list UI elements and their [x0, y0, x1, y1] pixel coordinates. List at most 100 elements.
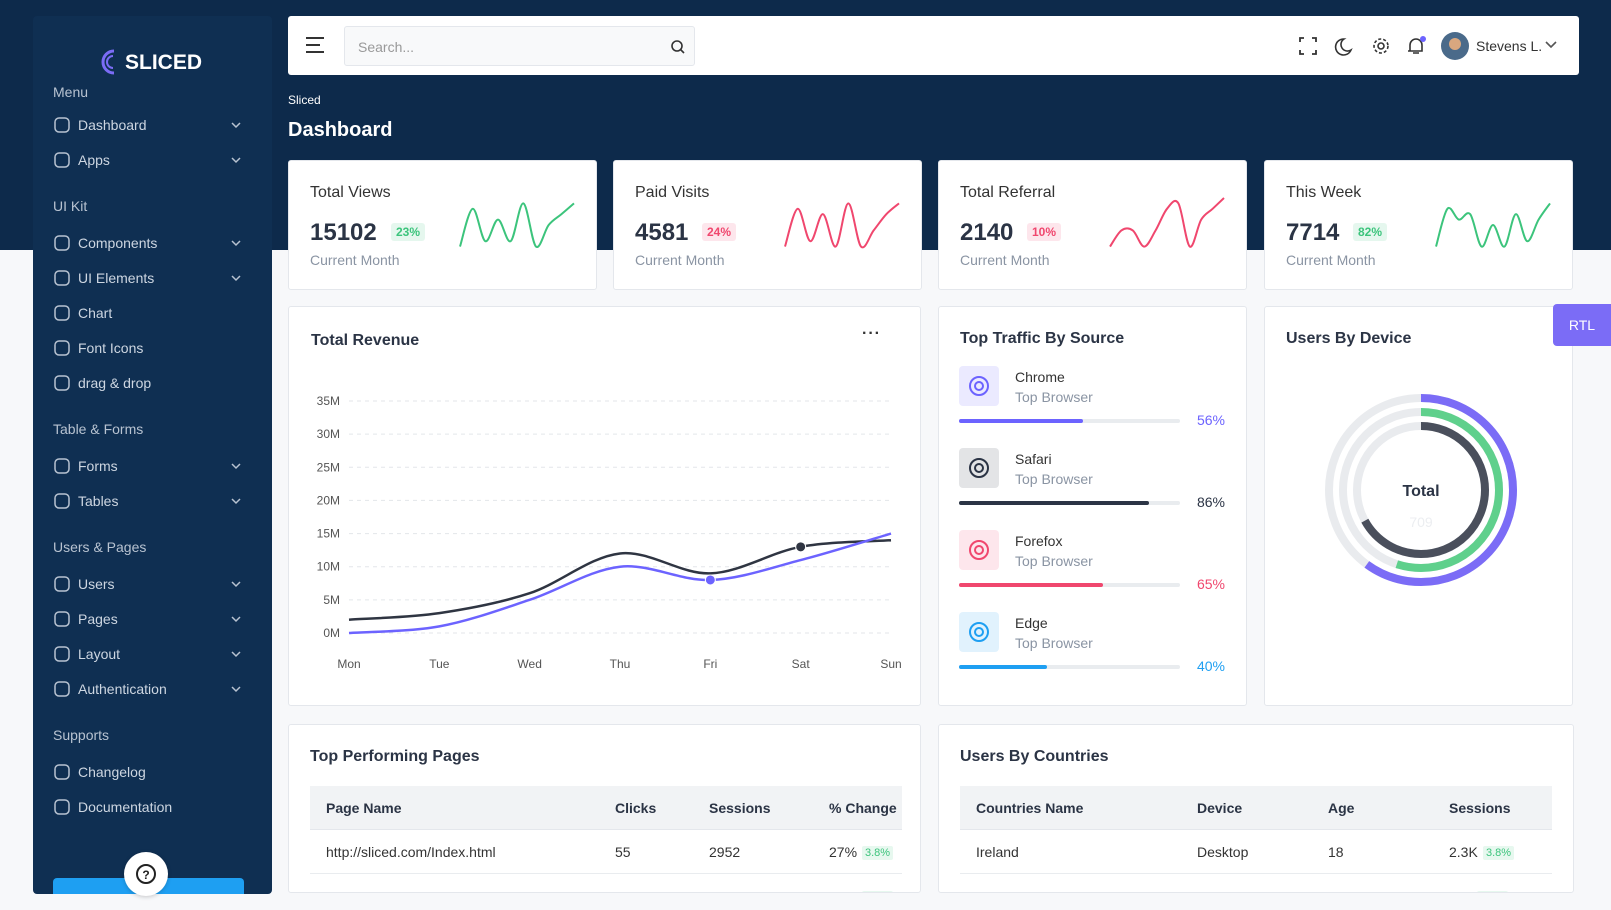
nav-icon: [54, 681, 70, 697]
browser-glyph: [969, 376, 989, 396]
revenue-line: [348, 532, 892, 635]
hover-marker: [795, 541, 807, 553]
nav-label: Components: [78, 235, 158, 251]
nav-label: Font Icons: [78, 340, 144, 356]
column-header: Device: [1197, 800, 1243, 816]
nav-icon: [54, 764, 70, 780]
sparkline-line: [1109, 197, 1225, 248]
table-cell: 24 - 26: [1328, 889, 1372, 892]
stat-caption: Current Month: [310, 252, 400, 268]
stat-card: Paid Visits 4581 24% Current Month: [613, 160, 922, 290]
column-header: % Change: [829, 800, 897, 816]
stat-title: Total Views: [310, 184, 391, 201]
nav-item[interactable]: Authentication: [33, 680, 272, 715]
user-name[interactable]: Stevens L.: [1476, 38, 1543, 54]
browser-name: Forefox: [1015, 533, 1063, 549]
device-card: Users By Device Total 709: [1264, 306, 1573, 706]
nav-item[interactable]: Layout: [33, 645, 272, 680]
stat-badge: 24%: [702, 223, 737, 241]
column-header: Page Name: [326, 800, 402, 816]
toolbar-icons[interactable]: [1298, 36, 1458, 56]
breadcrumb[interactable]: Sliced: [288, 93, 321, 107]
table-cell: 270: [1449, 889, 1472, 892]
sparkline: [1435, 202, 1551, 248]
browser-icon: [959, 448, 999, 488]
nav-icon-shape: [54, 270, 70, 286]
nav-item[interactable]: Tables: [33, 492, 272, 527]
table-cell: 27%: [829, 844, 858, 860]
nav-icon: [54, 270, 70, 286]
nav-icon: [54, 493, 70, 509]
table-cell: 65%: [829, 889, 857, 892]
nav-icon: [54, 799, 70, 815]
nav-arrow: [231, 686, 241, 693]
y-tick-label: 15M: [317, 527, 340, 541]
stat-caption: Current Month: [635, 252, 725, 268]
logo-icon: [101, 49, 115, 75]
help-icon: ?: [136, 864, 156, 884]
rtl-button[interactable]: RTL: [1553, 304, 1611, 346]
revenue-line: [348, 538, 892, 621]
nav-item[interactable]: Changelog: [33, 763, 272, 798]
y-tick-label: 25M: [317, 460, 340, 474]
page-title: Dashboard: [288, 119, 393, 141]
stat-value: 4581: [635, 219, 689, 246]
card-menu[interactable]: ···: [862, 325, 881, 342]
avatar[interactable]: [1441, 32, 1469, 60]
search-placeholder: Search...: [358, 39, 415, 55]
nav-item[interactable]: UI Elements: [33, 269, 272, 304]
traffic-card: Top Traffic By Source Chrome Top Browser 56…: [938, 306, 1247, 706]
nav-icon: [54, 458, 70, 474]
change-badge: 7.2%: [862, 891, 894, 892]
nav-item[interactable]: Components: [33, 234, 272, 269]
search-box[interactable]: Search...: [344, 26, 695, 66]
nav-item[interactable]: Font Icons: [33, 339, 272, 374]
nav-item[interactable]: Forms: [33, 457, 272, 492]
nav-section-title: Table & Forms: [53, 421, 144, 437]
nav-icon-shape: [54, 340, 70, 356]
stat-caption: Current Month: [960, 252, 1050, 268]
column-header: Sessions: [709, 800, 771, 816]
progress-bar: [959, 501, 1150, 505]
y-tick-label: 30M: [317, 427, 340, 441]
nav-icon-shape: [54, 458, 70, 474]
nav-arrow-shape: [231, 581, 241, 588]
nav-icon: [54, 375, 70, 391]
nav-icon-shape: [54, 764, 70, 780]
nav-item[interactable]: drag & drop: [33, 374, 272, 409]
browser-glyph: [969, 540, 989, 560]
nav-arrow-shape: [231, 275, 241, 282]
nav-item[interactable]: Users: [33, 575, 272, 610]
menu-toggle[interactable]: [305, 36, 325, 54]
sparkline-line: [784, 202, 900, 249]
nav-item[interactable]: Pages: [33, 610, 272, 645]
help-button[interactable]: ?: [124, 852, 168, 896]
nav-label: Authentication: [78, 681, 167, 697]
revenue-chart: 0M 5M 10M 15M 20M 25M 30M 35M Mon Tue Wed Thu Fri Sat…: [317, 394, 902, 671]
nav-item[interactable]: Chart: [33, 304, 272, 339]
table-cell: Mobile: [1197, 889, 1238, 892]
nav-icon: [54, 117, 70, 133]
card-title: Total Revenue: [311, 332, 420, 349]
nav-item[interactable]: Dashboard: [33, 116, 272, 151]
ring-arc: [1353, 422, 1489, 558]
sparkline: [1109, 197, 1225, 248]
nav-item[interactable]: Apps: [33, 151, 272, 186]
nav-label: Chart: [78, 305, 113, 321]
nav-section-title: Users & Pages: [53, 539, 147, 555]
table-cell: 18: [1328, 844, 1344, 860]
pages-card: Top Performing Pages Page Name Clicks Sessi…: [288, 724, 921, 893]
table-cell: 3999: [709, 889, 740, 892]
column-header: Clicks: [615, 800, 657, 816]
nav-label: Changelog: [78, 764, 146, 780]
nav-item[interactable]: Documentation: [33, 798, 272, 833]
stat-card: Total Referral 2140 10% Current Month: [938, 160, 1247, 290]
nav-arrow-shape: [231, 651, 241, 658]
column-header: Age: [1328, 800, 1355, 816]
browser-name: Safari: [1015, 451, 1052, 467]
table-cell: http://sliced.com/Index.html: [326, 844, 496, 860]
nav-arrow: [231, 122, 241, 129]
stat-caption: Current Month: [1286, 252, 1376, 268]
